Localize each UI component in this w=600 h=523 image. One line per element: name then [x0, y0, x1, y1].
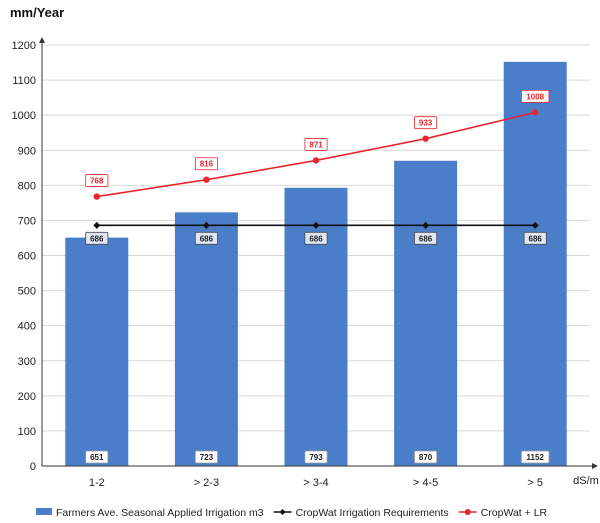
data-label-box — [521, 89, 550, 103]
legend-item: Farmers Ave. Seasonal Applied Irrigation… — [36, 507, 264, 519]
data-label: 651 — [85, 450, 109, 464]
y-tick-label: 800 — [18, 180, 36, 192]
data-label-text: 871 — [309, 140, 323, 149]
data-label-box — [523, 231, 547, 245]
line-point — [312, 157, 320, 164]
x-tick-label: 1-2 — [89, 477, 105, 489]
axes: 0 100 200 300 400 500 600 700 800 900 1000 1100 1200… — [12, 37, 598, 489]
data-label-text: 686 — [200, 234, 214, 243]
data-label-text: 723 — [200, 453, 214, 462]
data-label-text: 1152 — [527, 453, 545, 462]
data-label: 686 — [85, 231, 109, 245]
data-label-box — [85, 174, 109, 187]
y-tick-label: 500 — [18, 286, 36, 298]
x-tick-label: > 5 — [527, 477, 543, 489]
y-axis-arrow — [39, 37, 45, 43]
y-tick-label: 700 — [18, 215, 36, 227]
data-label-text: 686 — [419, 234, 433, 243]
data-label: 871 — [304, 138, 328, 151]
bar — [284, 187, 348, 466]
bar — [503, 61, 567, 467]
line-point — [422, 135, 429, 142]
x-tick-label: > 4-5 — [413, 477, 438, 489]
data-label: 768 — [85, 174, 109, 187]
data-label-box — [85, 450, 109, 464]
data-label-box — [194, 231, 218, 245]
x-axis-arrow — [592, 463, 598, 469]
y-tick-label: 1200 — [12, 40, 36, 52]
legend-label: CropWat + LR — [481, 507, 548, 519]
cropwat-lr-line — [96, 111, 536, 198]
data-label-text: 870 — [419, 453, 433, 462]
data-label-text: 816 — [200, 160, 214, 169]
legend: Farmers Ave. Seasonal Applied Irrigation… — [36, 507, 548, 519]
data-label-box — [304, 231, 328, 245]
data-label: 816 — [194, 157, 218, 171]
legend-marker — [464, 509, 471, 515]
data-label: 723 — [194, 450, 218, 464]
y-tick-label: 400 — [18, 321, 36, 333]
data-label-box — [194, 450, 218, 464]
legend-swatch — [36, 508, 52, 515]
data-label: 1152 — [521, 450, 550, 464]
data-label-box — [304, 450, 328, 464]
line-point — [312, 221, 320, 229]
data-label: 1008 — [521, 89, 550, 103]
data-label-box — [414, 231, 438, 245]
data-label-box — [521, 450, 550, 464]
data-label-box — [85, 231, 109, 245]
y-tick-label: 1100 — [12, 75, 36, 87]
bar — [394, 160, 458, 466]
bar-series — [65, 61, 567, 467]
data-label-box — [194, 157, 218, 171]
data-label-box — [414, 450, 438, 464]
line-point — [93, 221, 101, 229]
y-tick-label: 1000 — [12, 110, 36, 122]
data-label: 793 — [304, 450, 328, 464]
line-point — [531, 221, 539, 229]
data-label-text: 933 — [419, 119, 433, 128]
data-label: 686 — [523, 231, 547, 245]
data-label-box — [304, 138, 328, 151]
line-point — [532, 109, 539, 116]
data-label-text: 793 — [309, 453, 323, 462]
bar — [65, 237, 129, 466]
y-tick-label: 900 — [18, 145, 36, 157]
legend-marker — [279, 509, 286, 515]
bar — [174, 212, 238, 466]
legend-label: Farmers Ave. Seasonal Applied Irrigation… — [56, 507, 264, 519]
legend-item: CropWat + LR — [458, 507, 548, 519]
line-series — [93, 109, 539, 229]
y-tick-label: 300 — [18, 356, 36, 368]
data-label: 686 — [194, 231, 218, 245]
data-label: 933 — [414, 116, 438, 130]
x-axis-title: dS/m — [573, 475, 599, 487]
y-tick-label: 600 — [18, 251, 36, 263]
data-label: 686 — [304, 231, 328, 245]
data-labels: 651 723 793 870 1152 686 686 686 686 686 768 816 871… — [85, 89, 550, 464]
data-label: 686 — [414, 231, 438, 245]
line-point — [422, 221, 430, 229]
y-tick-label: 100 — [18, 426, 36, 438]
line-point — [93, 193, 101, 200]
y-axis-title: mm/Year — [10, 5, 64, 20]
data-label-text: 686 — [309, 234, 323, 243]
x-tick-label: > 3-4 — [303, 477, 328, 489]
y-tick-label: 200 — [18, 391, 36, 403]
data-label-box — [414, 116, 438, 130]
legend-item: CropWat Irrigation Requirements — [273, 507, 449, 519]
data-label-text: 686 — [529, 234, 543, 243]
data-label-text: 686 — [90, 234, 104, 243]
data-label-text: 1008 — [526, 92, 544, 101]
data-label: 870 — [414, 450, 438, 464]
line-point — [202, 221, 210, 229]
data-label-text: 768 — [90, 177, 104, 186]
data-label-text: 651 — [90, 453, 104, 462]
y-tick-label: 0 — [30, 461, 36, 473]
legend-label: CropWat Irrigation Requirements — [296, 507, 449, 519]
line-point — [203, 176, 210, 183]
x-tick-label: > 2-3 — [194, 477, 219, 489]
